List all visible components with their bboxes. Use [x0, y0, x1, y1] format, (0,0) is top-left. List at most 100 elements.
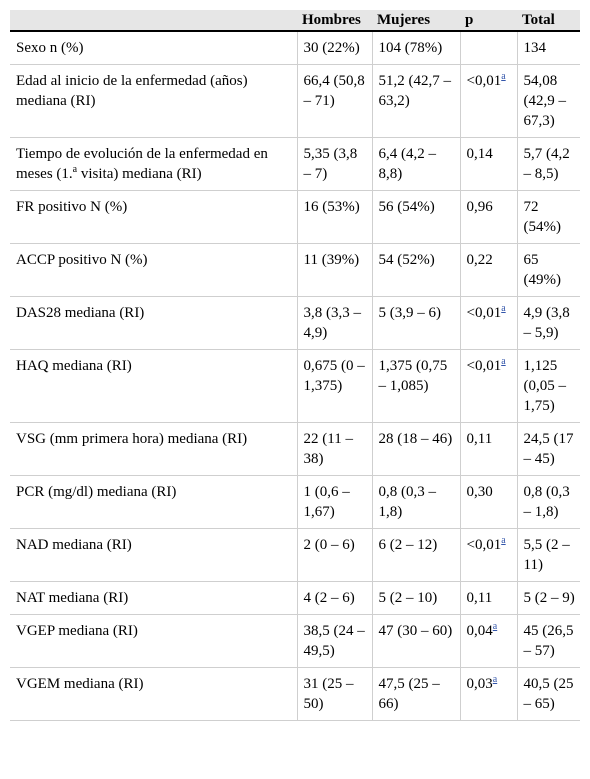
hombres-cell: 31 (25 – 50) — [296, 667, 372, 721]
data-table: Hombres Mujeres p Total Sexo n (%) 30 (22… — [10, 10, 580, 721]
mujeres-cell: 51,2 (42,7 – 63,2) — [371, 64, 460, 138]
total-cell: 134 — [516, 31, 580, 65]
mujeres-cell: 47,5 (25 – 66) — [371, 667, 460, 721]
hombres-cell: 1 (0,6 – 1,67) — [296, 475, 372, 529]
p-value-cell: 0,14 — [459, 137, 517, 191]
variable-cell: Edad al inicio de la enfermedad (años) m… — [10, 64, 297, 138]
hombres-cell: 0,675 (0 – 1,375) — [296, 349, 372, 423]
total-cell: 4,9 (3,8 – 5,9) — [516, 296, 580, 350]
p-value-cell: 0,11 — [459, 581, 517, 615]
header-total: Total — [517, 10, 580, 32]
p-value: <0,01 — [466, 305, 502, 321]
p-value-cell: <0,01a — [459, 64, 517, 138]
table-row: VSG (mm primera hora) mediana (RI) 22 (11… — [10, 422, 580, 476]
hombres-cell: 3,8 (3,3 – 4,9) — [296, 296, 372, 350]
mujeres-cell: 6,4 (4,2 – 8,8) — [371, 137, 460, 191]
mujeres-cell: 6 (2 – 12) — [371, 528, 460, 582]
total-cell: 45 (26,5 – 57) — [516, 614, 580, 668]
total-cell: 5 (2 – 9) — [516, 581, 580, 615]
p-value-cell: 0,11 — [459, 422, 517, 476]
p-value-cell — [459, 31, 517, 65]
total-cell: 72 (54%) — [516, 190, 580, 244]
p-value: <0,01 — [466, 537, 502, 553]
table-row: FR positivo N (%) 16 (53%) 56 (54%) 0,96 72 … — [10, 190, 580, 244]
variable-cell: NAT mediana (RI) — [10, 581, 297, 615]
variable-cell: FR positivo N (%) — [10, 190, 297, 244]
mujeres-cell: 47 (30 – 60) — [371, 614, 460, 668]
variable-cell: VGEP mediana (RI) — [10, 614, 297, 668]
hombres-cell: 22 (11 – 38) — [296, 422, 372, 476]
hombres-cell: 66,4 (50,8 – 71) — [296, 64, 372, 138]
p-value-cell: 0,96 — [459, 190, 517, 244]
total-cell: 1,125 (0,05 – 1,75) — [516, 349, 580, 423]
p-value-cell: 0,22 — [459, 243, 517, 297]
header-mujeres: Mujeres — [372, 10, 460, 32]
mujeres-cell: 54 (52%) — [371, 243, 460, 297]
table-row: ACCP positivo N (%) 11 (39%) 54 (52%) 0,22 6… — [10, 243, 580, 297]
footnote-link[interactable]: a — [501, 71, 506, 82]
table-row: Sexo n (%) 30 (22%) 104 (78%) 134 — [10, 31, 580, 65]
hombres-cell: 5,35 (3,8 – 7) — [296, 137, 372, 191]
p-value: 0,04 — [466, 623, 493, 639]
hombres-cell: 30 (22%) — [296, 31, 372, 65]
table-row: VGEP mediana (RI) 38,5 (24 – 49,5) 47 (30 … — [10, 614, 580, 668]
variable-cell: Sexo n (%) — [10, 31, 297, 65]
table-row: VGEM mediana (RI) 31 (25 – 50) 47,5 (25 – … — [10, 667, 580, 721]
table-row: NAT mediana (RI) 4 (2 – 6) 5 (2 – 10) 0,11 5… — [10, 581, 580, 615]
table-row: PCR (mg/dl) mediana (RI) 1 (0,6 – 1,67) 0,… — [10, 475, 580, 529]
hombres-cell: 4 (2 – 6) — [296, 581, 372, 615]
p-value: 0,11 — [466, 431, 493, 447]
variable-cell: VSG (mm primera hora) mediana (RI) — [10, 422, 297, 476]
hombres-cell: 16 (53%) — [296, 190, 372, 244]
mujeres-cell: 5 (2 – 10) — [371, 581, 460, 615]
footnote-link[interactable]: a — [492, 621, 498, 632]
p-value: 0,11 — [466, 590, 493, 606]
total-cell: 40,5 (25 – 65) — [516, 667, 580, 721]
p-value: 0,03 — [466, 676, 493, 692]
footnote-link[interactable]: a — [492, 674, 498, 685]
p-value: 0,22 — [466, 252, 493, 268]
total-cell: 54,08 (42,9 – 67,3) — [516, 64, 580, 138]
header-variable — [10, 10, 297, 32]
footnote-link[interactable]: a — [501, 535, 506, 546]
variable-cell: HAQ mediana (RI) — [10, 349, 297, 423]
table-row: Tiempo de evolución de la enfermedad en … — [10, 137, 580, 191]
p-value-cell: 0,03a — [459, 667, 517, 721]
table-row: NAD mediana (RI) 2 (0 – 6) 6 (2 – 12) <0,01… — [10, 528, 580, 582]
p-value-cell: <0,01a — [459, 528, 517, 582]
mujeres-cell: 104 (78%) — [371, 31, 460, 65]
variable-cell: DAS28 mediana (RI) — [10, 296, 297, 350]
footnote-link[interactable]: a — [501, 303, 506, 314]
footnote-link[interactable]: a — [501, 356, 506, 367]
variable-cell: NAD mediana (RI) — [10, 528, 297, 582]
table-row: Edad al inicio de la enfermedad (años) m… — [10, 64, 580, 138]
hombres-cell: 38,5 (24 – 49,5) — [296, 614, 372, 668]
hombres-cell: 2 (0 – 6) — [296, 528, 372, 582]
hombres-cell: 11 (39%) — [296, 243, 372, 297]
p-value: 0,14 — [466, 146, 493, 162]
p-value: 0,30 — [466, 484, 493, 500]
ordinal-superscript: a — [72, 164, 78, 175]
variable-cell: VGEM mediana (RI) — [10, 667, 297, 721]
mujeres-cell: 28 (18 – 46) — [371, 422, 460, 476]
p-value-cell: 0,30 — [459, 475, 517, 529]
table-row: HAQ mediana (RI) 0,675 (0 – 1,375) 1,375 (… — [10, 349, 580, 423]
total-cell: 65 (49%) — [516, 243, 580, 297]
header-hombres: Hombres — [297, 10, 372, 32]
mujeres-cell: 0,8 (0,3 – 1,8) — [371, 475, 460, 529]
p-value-cell: <0,01a — [459, 349, 517, 423]
variable-text: Tiempo de evolución de la enfermedad en … — [16, 146, 268, 182]
mujeres-cell: 1,375 (0,75 – 1,085) — [371, 349, 460, 423]
table-row: DAS28 mediana (RI) 3,8 (3,3 – 4,9) 5 (3,9 … — [10, 296, 580, 350]
variable-text: visita) mediana (RI) — [77, 166, 202, 182]
p-value: 0,96 — [466, 199, 493, 215]
p-value: <0,01 — [466, 73, 502, 89]
mujeres-cell: 5 (3,9 – 6) — [371, 296, 460, 350]
total-cell: 24,5 (17 – 45) — [516, 422, 580, 476]
header-row: Hombres Mujeres p Total — [10, 10, 580, 32]
mujeres-cell: 56 (54%) — [371, 190, 460, 244]
p-value-cell: 0,04a — [459, 614, 517, 668]
header-p: p — [460, 10, 517, 32]
p-value-cell: <0,01a — [459, 296, 517, 350]
variable-cell: PCR (mg/dl) mediana (RI) — [10, 475, 297, 529]
